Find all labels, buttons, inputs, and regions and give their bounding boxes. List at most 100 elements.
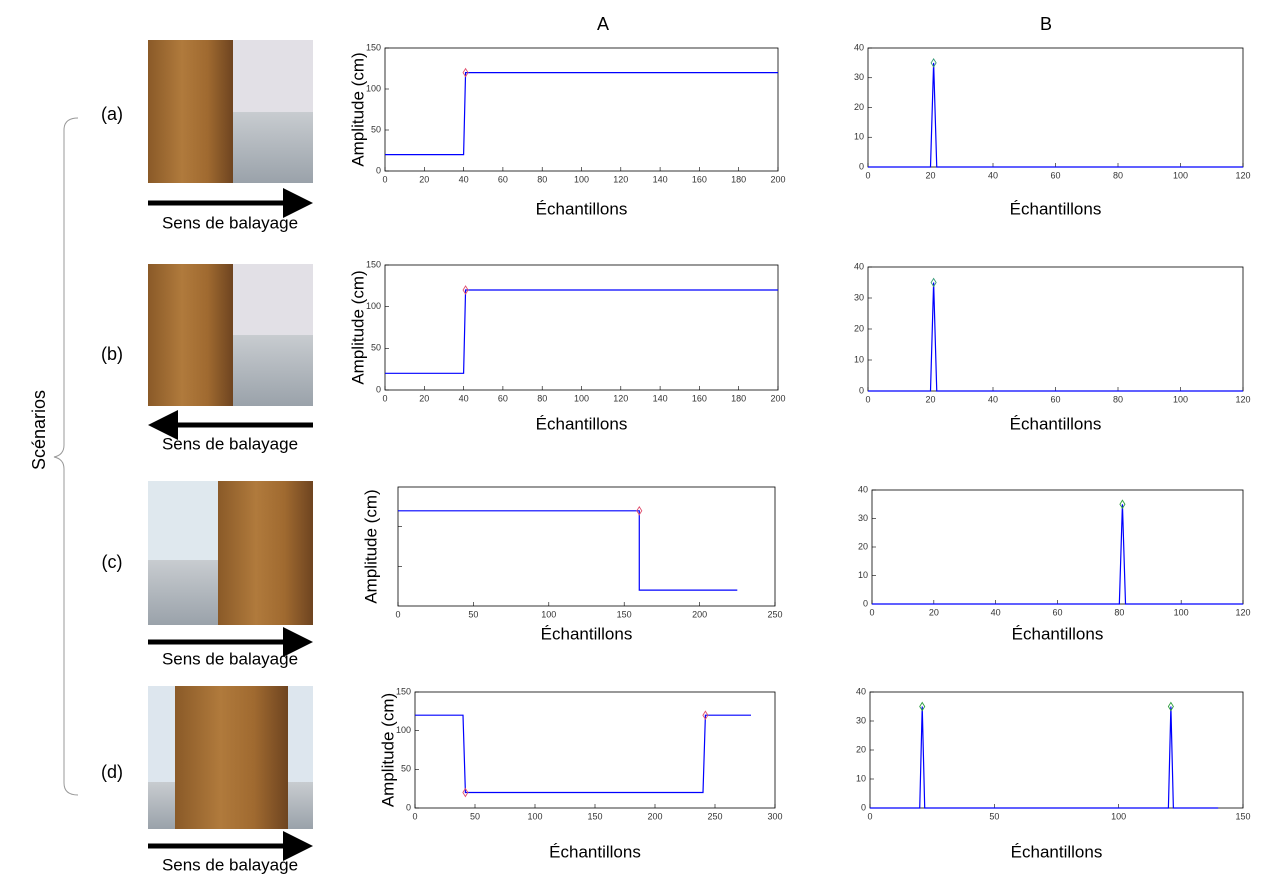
y-tick-label: 0 — [859, 161, 864, 171]
x-tick-label: 50 — [989, 811, 999, 821]
y-axis-label: Amplitude (cm) — [348, 270, 367, 384]
y-tick-label: 100 — [366, 301, 381, 311]
x-tick-label: 200 — [692, 609, 707, 619]
y-tick-label: 150 — [366, 259, 381, 269]
x-tick-label: 200 — [770, 174, 785, 184]
y-tick-label: 10 — [854, 354, 864, 364]
x-tick-label: 120 — [1235, 607, 1250, 617]
y-tick-label: 30 — [856, 715, 866, 725]
peak-marker — [1119, 499, 1126, 510]
x-axis-label: Échantillons — [536, 199, 628, 218]
x-tick-label: 80 — [537, 174, 547, 184]
x-tick-label: 180 — [731, 174, 746, 184]
y-tick-label: 50 — [401, 764, 411, 774]
x-tick-label: 300 — [767, 811, 782, 821]
signal-line — [868, 62, 1243, 168]
peak-marker — [930, 58, 937, 68]
plot-frame — [384, 47, 779, 172]
x-tick-label: 40 — [991, 607, 1001, 617]
x-tick-label: 120 — [1235, 170, 1250, 180]
signal-line — [872, 504, 1243, 605]
x-tick-label: 60 — [1050, 394, 1060, 404]
y-tick-label: 0 — [406, 802, 411, 812]
x-tick-label: 150 — [587, 811, 602, 821]
row-label: (b) — [101, 344, 123, 364]
x-tick-label: 100 — [1111, 811, 1126, 821]
plot-frame — [869, 691, 1244, 809]
y-tick-label: 0 — [863, 598, 868, 608]
x-tick-label: 0 — [412, 811, 417, 821]
x-tick-label: 100 — [574, 393, 589, 403]
x-tick-label: 40 — [988, 170, 998, 180]
x-tick-label: 0 — [382, 174, 387, 184]
x-tick-label: 20 — [929, 607, 939, 617]
peak-marker — [462, 285, 469, 295]
y-tick-label: 0 — [861, 802, 866, 812]
x-tick-label: 100 — [527, 811, 542, 821]
y-tick-label: 150 — [396, 686, 411, 696]
bracket — [53, 117, 79, 796]
x-tick-label: 200 — [770, 393, 785, 403]
x-tick-label: 100 — [574, 174, 589, 184]
y-tick-label: 10 — [856, 773, 866, 783]
x-tick-label: 20 — [925, 170, 935, 180]
x-tick-label: 250 — [707, 811, 722, 821]
x-tick-label: 160 — [692, 393, 707, 403]
y-tick-label: 20 — [858, 541, 868, 551]
x-tick-label: 60 — [498, 393, 508, 403]
x-axis-label: Échantillons — [1010, 199, 1102, 218]
column-header: B — [1040, 14, 1052, 34]
signal-line — [398, 510, 738, 591]
x-tick-label: 120 — [613, 174, 628, 184]
x-tick-label: 0 — [382, 393, 387, 403]
x-tick-label: 60 — [1050, 170, 1060, 180]
x-tick-label: 0 — [869, 607, 874, 617]
peak-marker — [462, 67, 469, 78]
x-axis-label: Échantillons — [1011, 842, 1103, 861]
signal-line — [385, 72, 778, 156]
caption: Sens de balayage — [162, 213, 298, 232]
x-tick-label: 80 — [1114, 607, 1124, 617]
x-tick-label: 100 — [1173, 170, 1188, 180]
y-tick-label: 100 — [396, 725, 411, 735]
row-label: (d) — [101, 762, 123, 782]
photo — [148, 40, 313, 829]
x-tick-label: 120 — [1235, 394, 1250, 404]
x-tick-label: 200 — [647, 811, 662, 821]
signal-line — [415, 714, 751, 794]
peak-marker — [930, 277, 937, 288]
peak-marker — [919, 701, 926, 712]
y-tick-label: 0 — [859, 385, 864, 395]
caption: Sens de balayage — [162, 855, 298, 874]
y-tick-label: 150 — [366, 42, 381, 52]
y-tick-label: 30 — [854, 72, 864, 82]
x-tick-label: 180 — [731, 393, 746, 403]
x-tick-label: 140 — [653, 393, 668, 403]
x-tick-label: 0 — [867, 811, 872, 821]
caption: Sens de balayage — [162, 649, 298, 668]
x-axis-label: Échantillons — [549, 842, 641, 861]
x-tick-label: 20 — [419, 393, 429, 403]
x-tick-label: 160 — [692, 174, 707, 184]
y-tick-label: 40 — [854, 261, 864, 271]
caption: Sens de balayage — [162, 434, 298, 453]
x-tick-label: 40 — [988, 394, 998, 404]
peak-marker — [462, 787, 469, 798]
y-axis-label: Amplitude (cm) — [378, 693, 397, 807]
y-tick-label: 50 — [371, 343, 381, 353]
column-header: A — [597, 14, 609, 34]
group-label: Scénarios — [29, 390, 49, 470]
x-tick-label: 0 — [865, 394, 870, 404]
x-tick-label: 50 — [470, 811, 480, 821]
x-tick-label: 40 — [459, 393, 469, 403]
x-tick-label: 60 — [1052, 607, 1062, 617]
y-tick-label: 10 — [858, 570, 868, 580]
row-label: (c) — [102, 552, 123, 572]
y-tick-label: 20 — [854, 323, 864, 333]
x-tick-label: 50 — [468, 609, 478, 619]
y-tick-label: 30 — [854, 292, 864, 302]
x-tick-label: 80 — [1113, 394, 1123, 404]
plot-frame — [397, 486, 776, 607]
x-tick-label: 40 — [459, 174, 469, 184]
